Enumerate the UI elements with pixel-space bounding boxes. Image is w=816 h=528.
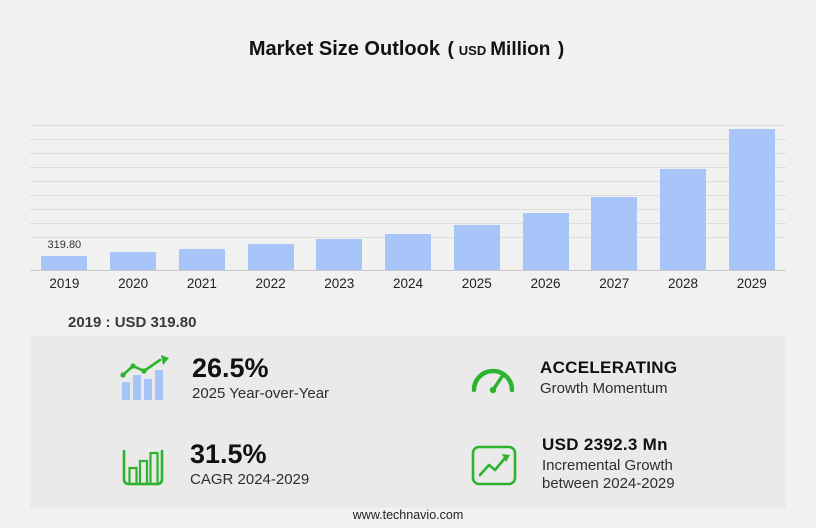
bar-slot [305,125,374,270]
axis-tick-label: 2023 [324,276,355,291]
speedometer-icon [468,359,518,399]
stat-label-incremental: Incremental Growth between 2024-2029 [542,456,675,493]
stat-label-momentum: Growth Momentum [540,380,668,398]
title-currency: USD [458,43,487,58]
bar-slot [717,125,786,270]
gridline [30,223,786,224]
gridline [30,125,786,126]
axis-tick-label: 2024 [393,276,424,291]
axis-tick-label: 2028 [667,276,698,291]
bar [110,252,157,270]
axis-tick-label: 2029 [736,276,767,291]
stat-cagr: 31.5% CAGR 2024-2029 [30,422,408,508]
gridline [30,139,786,140]
title-paren-open: ( [447,39,454,60]
bar-slot [374,125,443,270]
bar [522,213,569,270]
axis-tick-label: 2022 [255,276,286,291]
chart-title: Market Size Outlook ( USD Million ) [0,38,816,61]
bar-slot: 319.80 [30,125,99,270]
stats-panel: 26.5% 2025 Year-over-Year ACCELERATING G… [30,336,786,508]
bar-slot [580,125,649,270]
bar-value-annotation: 319.80 [47,239,82,251]
bar [659,169,706,270]
stat-yoy: 26.5% 2025 Year-over-Year [30,336,408,422]
stat-value-momentum: ACCELERATING [540,358,678,378]
gridline [30,209,786,210]
axis-tick-label: 2019 [49,276,80,291]
stat-value-yoy: 26.5% [192,352,269,383]
bar [247,244,294,270]
stat-incremental-growth: USD 2392.3 Mn Incremental Growth between… [408,422,786,508]
bar-slot [99,125,168,270]
bar [728,129,775,270]
title-unit: Million [490,39,551,60]
axis-tick-label: 2027 [599,276,630,291]
bar [453,225,500,270]
bar [178,249,225,270]
stat-value-cagr: 31.5% [190,438,267,469]
bar-slot [649,125,718,270]
stat-value-incremental: USD 2392.3 Mn [542,434,668,454]
bars-row: 319.80 [30,125,786,270]
stat-label-yoy: 2025 Year-over-Year [192,385,330,403]
growth-bars-icon [116,355,170,403]
gridline [30,167,786,168]
bar [591,197,638,270]
bar-chart: 319.80 [30,125,786,271]
base-year-value-label: 2019 : USD 319.80 [68,314,197,331]
gridline [30,153,786,154]
bar [385,234,432,270]
bar-slot [511,125,580,270]
axis-tick-label: 2020 [118,276,149,291]
x-axis-tick-labels: 2019 2020 2021 2022 2023 2024 2025 2026 2027 2028… [30,276,786,291]
cagr-chart-icon [116,441,168,489]
axis-tick-label: 2021 [186,276,217,291]
bar-slot [236,125,305,270]
title-paren-close: ) [557,39,565,60]
stat-momentum: ACCELERATING Growth Momentum [408,336,786,422]
bar-slot [442,125,511,270]
title-main: Market Size Outlook [248,38,440,60]
incremental-growth-icon [468,441,520,489]
gridline [30,181,786,182]
axis-tick-label: 2025 [461,276,492,291]
stat-label-cagr: CAGR 2024-2029 [190,471,310,489]
bar [316,239,363,270]
website-url: www.technavio.com [352,508,464,522]
bar-slot [167,125,236,270]
axis-tick-label: 2026 [530,276,561,291]
gridline [30,195,786,196]
bar [41,256,88,270]
